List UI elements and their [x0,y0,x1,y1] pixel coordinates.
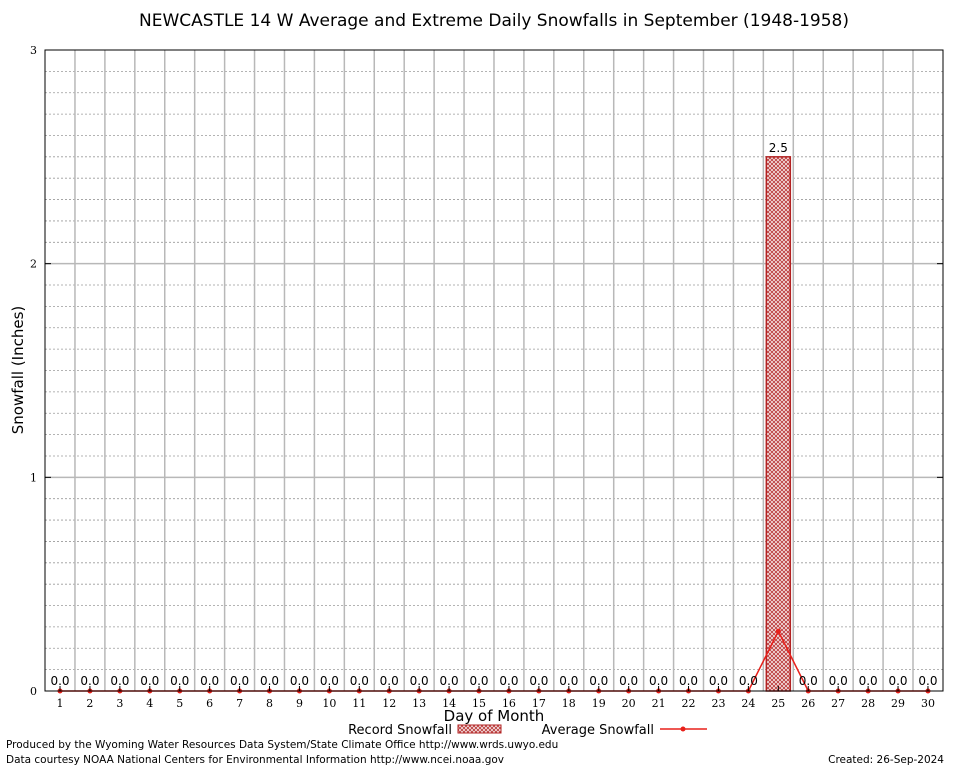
footer-data-source: Data courtesy NOAA National Centers for … [6,754,504,766]
x-tick-label: 2 [86,697,93,710]
value-label-day-22: 0.0 [679,674,698,688]
x-tick-label: 27 [831,697,845,710]
value-label-day-13: 0.0 [410,674,429,688]
x-tick-label: 30 [921,697,935,710]
value-label-day-12: 0.0 [380,674,399,688]
value-label-day-1: 0.0 [50,674,69,688]
value-label-day-18: 0.0 [559,674,578,688]
x-tick-label: 11 [352,697,366,710]
chart-title: NEWCASTLE 14 W Average and Extreme Daily… [139,11,849,31]
x-tick-label: 14 [442,697,456,710]
value-label-day-3: 0.0 [110,674,129,688]
value-label-day-9: 0.0 [290,674,309,688]
x-tick-label: 12 [382,697,396,710]
y-tick-label: 3 [30,44,37,57]
x-tick-label: 22 [682,697,696,710]
x-tick-label: 13 [412,697,426,710]
x-tick-label: 7 [236,697,243,710]
value-label-day-23: 0.0 [709,674,728,688]
value-label-day-19: 0.0 [589,674,608,688]
y-axis-label: Snowfall (Inches) [9,306,27,434]
x-tick-label: 8 [266,697,273,710]
x-tick-label: 29 [891,697,905,710]
y-tick-label: 0 [30,685,37,698]
value-label-day-5: 0.0 [170,674,189,688]
value-label-day-16: 0.0 [499,674,518,688]
value-label-day-17: 0.0 [529,674,548,688]
value-label-day-29: 0.0 [888,674,907,688]
x-tick-label: 26 [801,697,815,710]
value-label-day-28: 0.0 [859,674,878,688]
value-label-day-25: 2.5 [769,141,788,155]
value-label-day-4: 0.0 [140,674,159,688]
x-tick-label: 9 [296,697,303,710]
x-tick-label: 25 [771,697,785,710]
legend-swatch-record [457,724,502,734]
x-tick-label: 10 [322,697,336,710]
x-tick-label: 18 [562,697,576,710]
value-label-day-21: 0.0 [649,674,668,688]
value-label-day-8: 0.0 [260,674,279,688]
x-tick-label: 21 [652,697,666,710]
x-tick-label: 3 [116,697,123,710]
y-axis-ticks: 0 1 2 3 [30,44,943,698]
value-label-day-2: 0.0 [80,674,99,688]
plot-grid [45,50,943,691]
x-tick-label: 16 [502,697,516,710]
x-axis-label: Day of Month [444,707,545,725]
value-label-day-15: 0.0 [469,674,488,688]
data-labels: 0.0 0.0 0.0 0.0 0.0 0.0 0.0 0.0 0.0 0.0 0.0 0.0 0.0 0… [50,141,937,688]
y-tick-label: 1 [30,471,37,484]
value-label-day-11: 0.0 [350,674,369,688]
record-bars [765,156,792,692]
value-label-day-14: 0.0 [440,674,459,688]
x-tick-label: 6 [206,697,213,710]
x-tick-label: 4 [146,697,153,710]
x-tick-label: 28 [861,697,875,710]
legend-label-record: Record Snowfall [348,723,452,738]
value-label-day-27: 0.0 [829,674,848,688]
footer-producer: Produced by the Wyoming Water Resources … [6,739,558,751]
value-label-day-26: 0.0 [799,674,818,688]
legend: Record Snowfall Average Snowfall [348,723,707,738]
footer-created: Created: 26-Sep-2024 [828,754,944,766]
average-point-day-25 [775,628,781,634]
value-label-day-30: 0.0 [918,674,937,688]
record-bar-day-25 [765,156,792,692]
x-tick-label: 1 [57,697,64,710]
x-tick-label: 24 [741,697,755,710]
value-label-day-7: 0.0 [230,674,249,688]
value-label-day-24: 0.0 [739,674,758,688]
x-tick-label: 15 [472,697,486,710]
plot-frame [44,49,944,692]
legend-label-average: Average Snowfall [542,723,654,738]
legend-marker-average [680,726,686,732]
y-tick-label: 2 [30,258,37,271]
x-tick-label: 17 [532,697,546,710]
value-label-day-20: 0.0 [619,674,638,688]
x-axis-ticks: 1 2 3 4 5 6 7 8 9 10 11 12 13 14 15 16 17 18 19 20 21 22 23 24 2… [57,686,935,710]
x-tick-label: 23 [711,697,725,710]
value-label-day-6: 0.0 [200,674,219,688]
x-tick-label: 19 [592,697,606,710]
value-label-day-10: 0.0 [320,674,339,688]
x-tick-label: 20 [622,697,636,710]
x-tick-label: 5 [176,697,183,710]
